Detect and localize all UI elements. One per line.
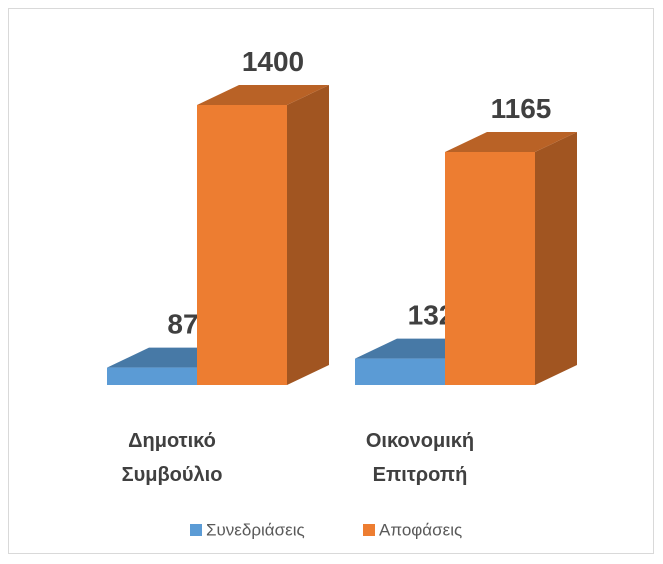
bar — [107, 367, 197, 385]
value-label: 87 — [167, 309, 198, 340]
value-label: 1400 — [242, 46, 304, 77]
bar-side — [535, 132, 577, 385]
category-label: Δημοτικό Συμβούλιο — [121, 430, 223, 486]
legend-label: Αποφάσεις — [379, 520, 462, 539]
bar-top — [197, 85, 329, 105]
value-label: 1165 — [491, 93, 552, 124]
legend-label: Συνεδριάσεις — [206, 520, 305, 539]
category-label: Οικονομική Επιτροπή — [365, 430, 475, 486]
chart-frame — [8, 8, 654, 554]
bar-side — [287, 85, 329, 385]
bar — [355, 358, 445, 385]
legend-swatch — [363, 524, 375, 536]
bar-top — [445, 132, 577, 152]
legend-swatch — [190, 524, 202, 536]
bar — [197, 105, 287, 385]
bar — [445, 152, 535, 385]
